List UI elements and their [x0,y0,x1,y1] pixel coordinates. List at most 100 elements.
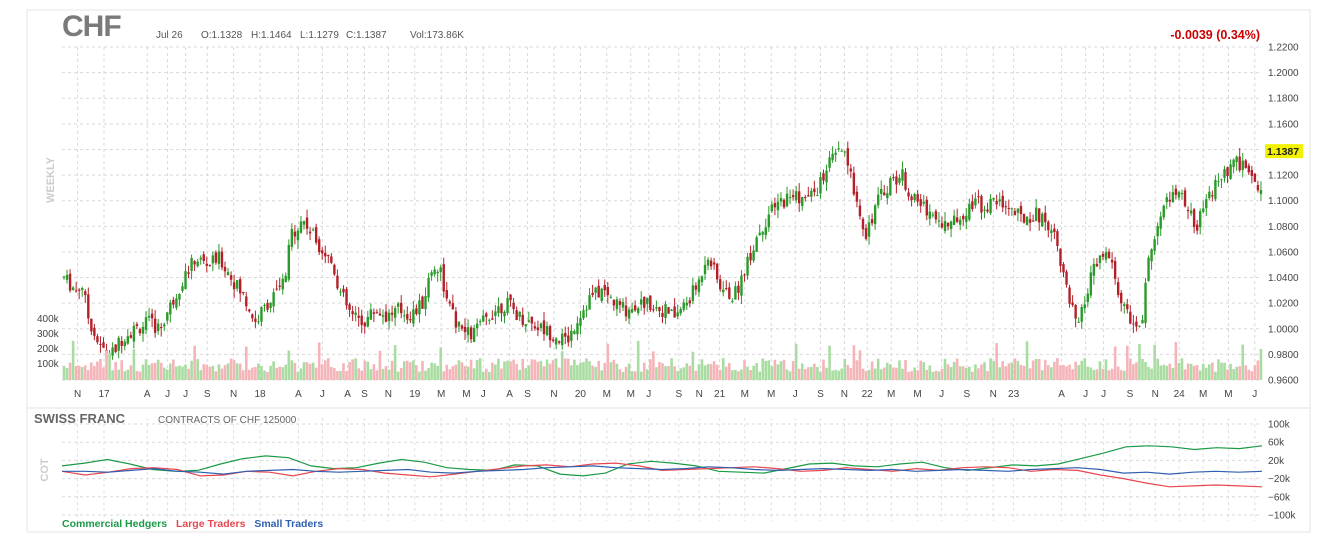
candle-body [603,284,606,291]
volume-bar [290,360,294,380]
candle-body [278,285,281,287]
volume-bar [424,370,427,380]
volume-bar [472,368,476,380]
candle-body [1074,305,1077,319]
time-tick-label: J [481,389,486,400]
volume-bar [955,358,959,380]
candle-body [995,200,998,205]
candle-body [627,309,631,319]
candle-body [324,252,327,257]
candle-body [129,335,133,338]
volume-bar [1144,361,1147,380]
candle-body [269,302,272,309]
volume-bar [172,359,175,380]
candle-body [1065,271,1068,285]
volume-tick-label: 300k [37,329,60,340]
volume-bar [925,369,929,380]
candle-body [396,303,400,307]
volume-bar [542,366,546,380]
candle-body [740,275,743,296]
candle-body [515,310,518,321]
volume-bar [156,359,160,380]
candle-body [564,333,567,337]
candle-body [65,274,69,280]
candle-body [248,309,251,312]
candle-body [497,306,500,314]
candle-body [1010,208,1014,210]
cot-tick-label: −100k [1268,511,1297,522]
candle-body [1195,224,1199,231]
candle-body [1132,323,1135,325]
candle-body [567,335,570,343]
price-change: -0.0039 (0.34%) [1170,28,1260,42]
time-tick-label: S [963,389,970,400]
candle-body [813,188,816,193]
candle-body [500,303,503,314]
volume-bar [813,363,816,380]
candle-body [591,292,594,296]
volume-bar [442,371,446,380]
candle-body [573,331,576,335]
volume-bar [858,350,862,380]
cot-side-label: COT [39,458,51,482]
candle-body [551,339,555,341]
volume-bar [1220,362,1223,380]
volume-bar [527,365,531,380]
time-tick-label: J [183,389,188,400]
volume-bar [433,363,436,380]
volume-bar [77,365,81,380]
volume-bar [1113,346,1117,380]
candle-body [1062,264,1065,273]
volume-bar [980,364,983,380]
volume-bar [254,366,257,380]
volume-bar [1138,344,1141,380]
volume-bar [889,364,892,380]
candle-body [767,214,771,228]
time-tick-label: N [1152,389,1159,400]
time-tick-label: S [675,389,682,400]
candle-body [321,250,324,254]
volume-bar [718,369,722,380]
time-tick-label: S [204,389,211,400]
time-tick-label: S [1127,389,1134,400]
volume-bar [791,361,795,380]
time-tick-label: M [741,389,749,400]
volume-bar [649,359,652,380]
candle-body [518,311,521,317]
volume-bar [509,361,512,380]
volume-bar [1104,359,1108,380]
time-tick-label: N [74,389,81,400]
volume-bar [393,345,397,380]
candle-body [743,274,746,276]
candle-body [311,229,315,231]
time-tick-label: M [1224,389,1232,400]
candle-body [372,312,376,314]
volume-bar [916,370,919,380]
volume-bar [169,363,172,380]
candle-body [594,287,597,293]
volume-bar [132,349,136,380]
candle-body [1034,207,1038,222]
volume-bar [263,370,266,380]
candle-body [892,177,895,179]
candle-body [114,344,117,352]
candle-body [527,320,531,322]
time-tick-label: A [295,389,302,400]
candle-body [804,197,807,199]
volume-bar [1177,362,1181,380]
volume-bar [822,359,825,380]
volume-bar [105,350,108,380]
volume-bar [165,369,169,380]
volume-bar [466,366,470,380]
candle-body [521,314,524,325]
candle-body [369,309,373,320]
volume-bar [1083,358,1087,380]
volume-bar [709,364,713,380]
candle-body [612,299,616,306]
volume-bar [448,369,452,380]
volume-bar [412,360,415,380]
candle-body [934,211,938,220]
volume-bar [843,358,847,380]
candle-body [406,313,409,320]
time-tick-label: M [767,389,775,400]
